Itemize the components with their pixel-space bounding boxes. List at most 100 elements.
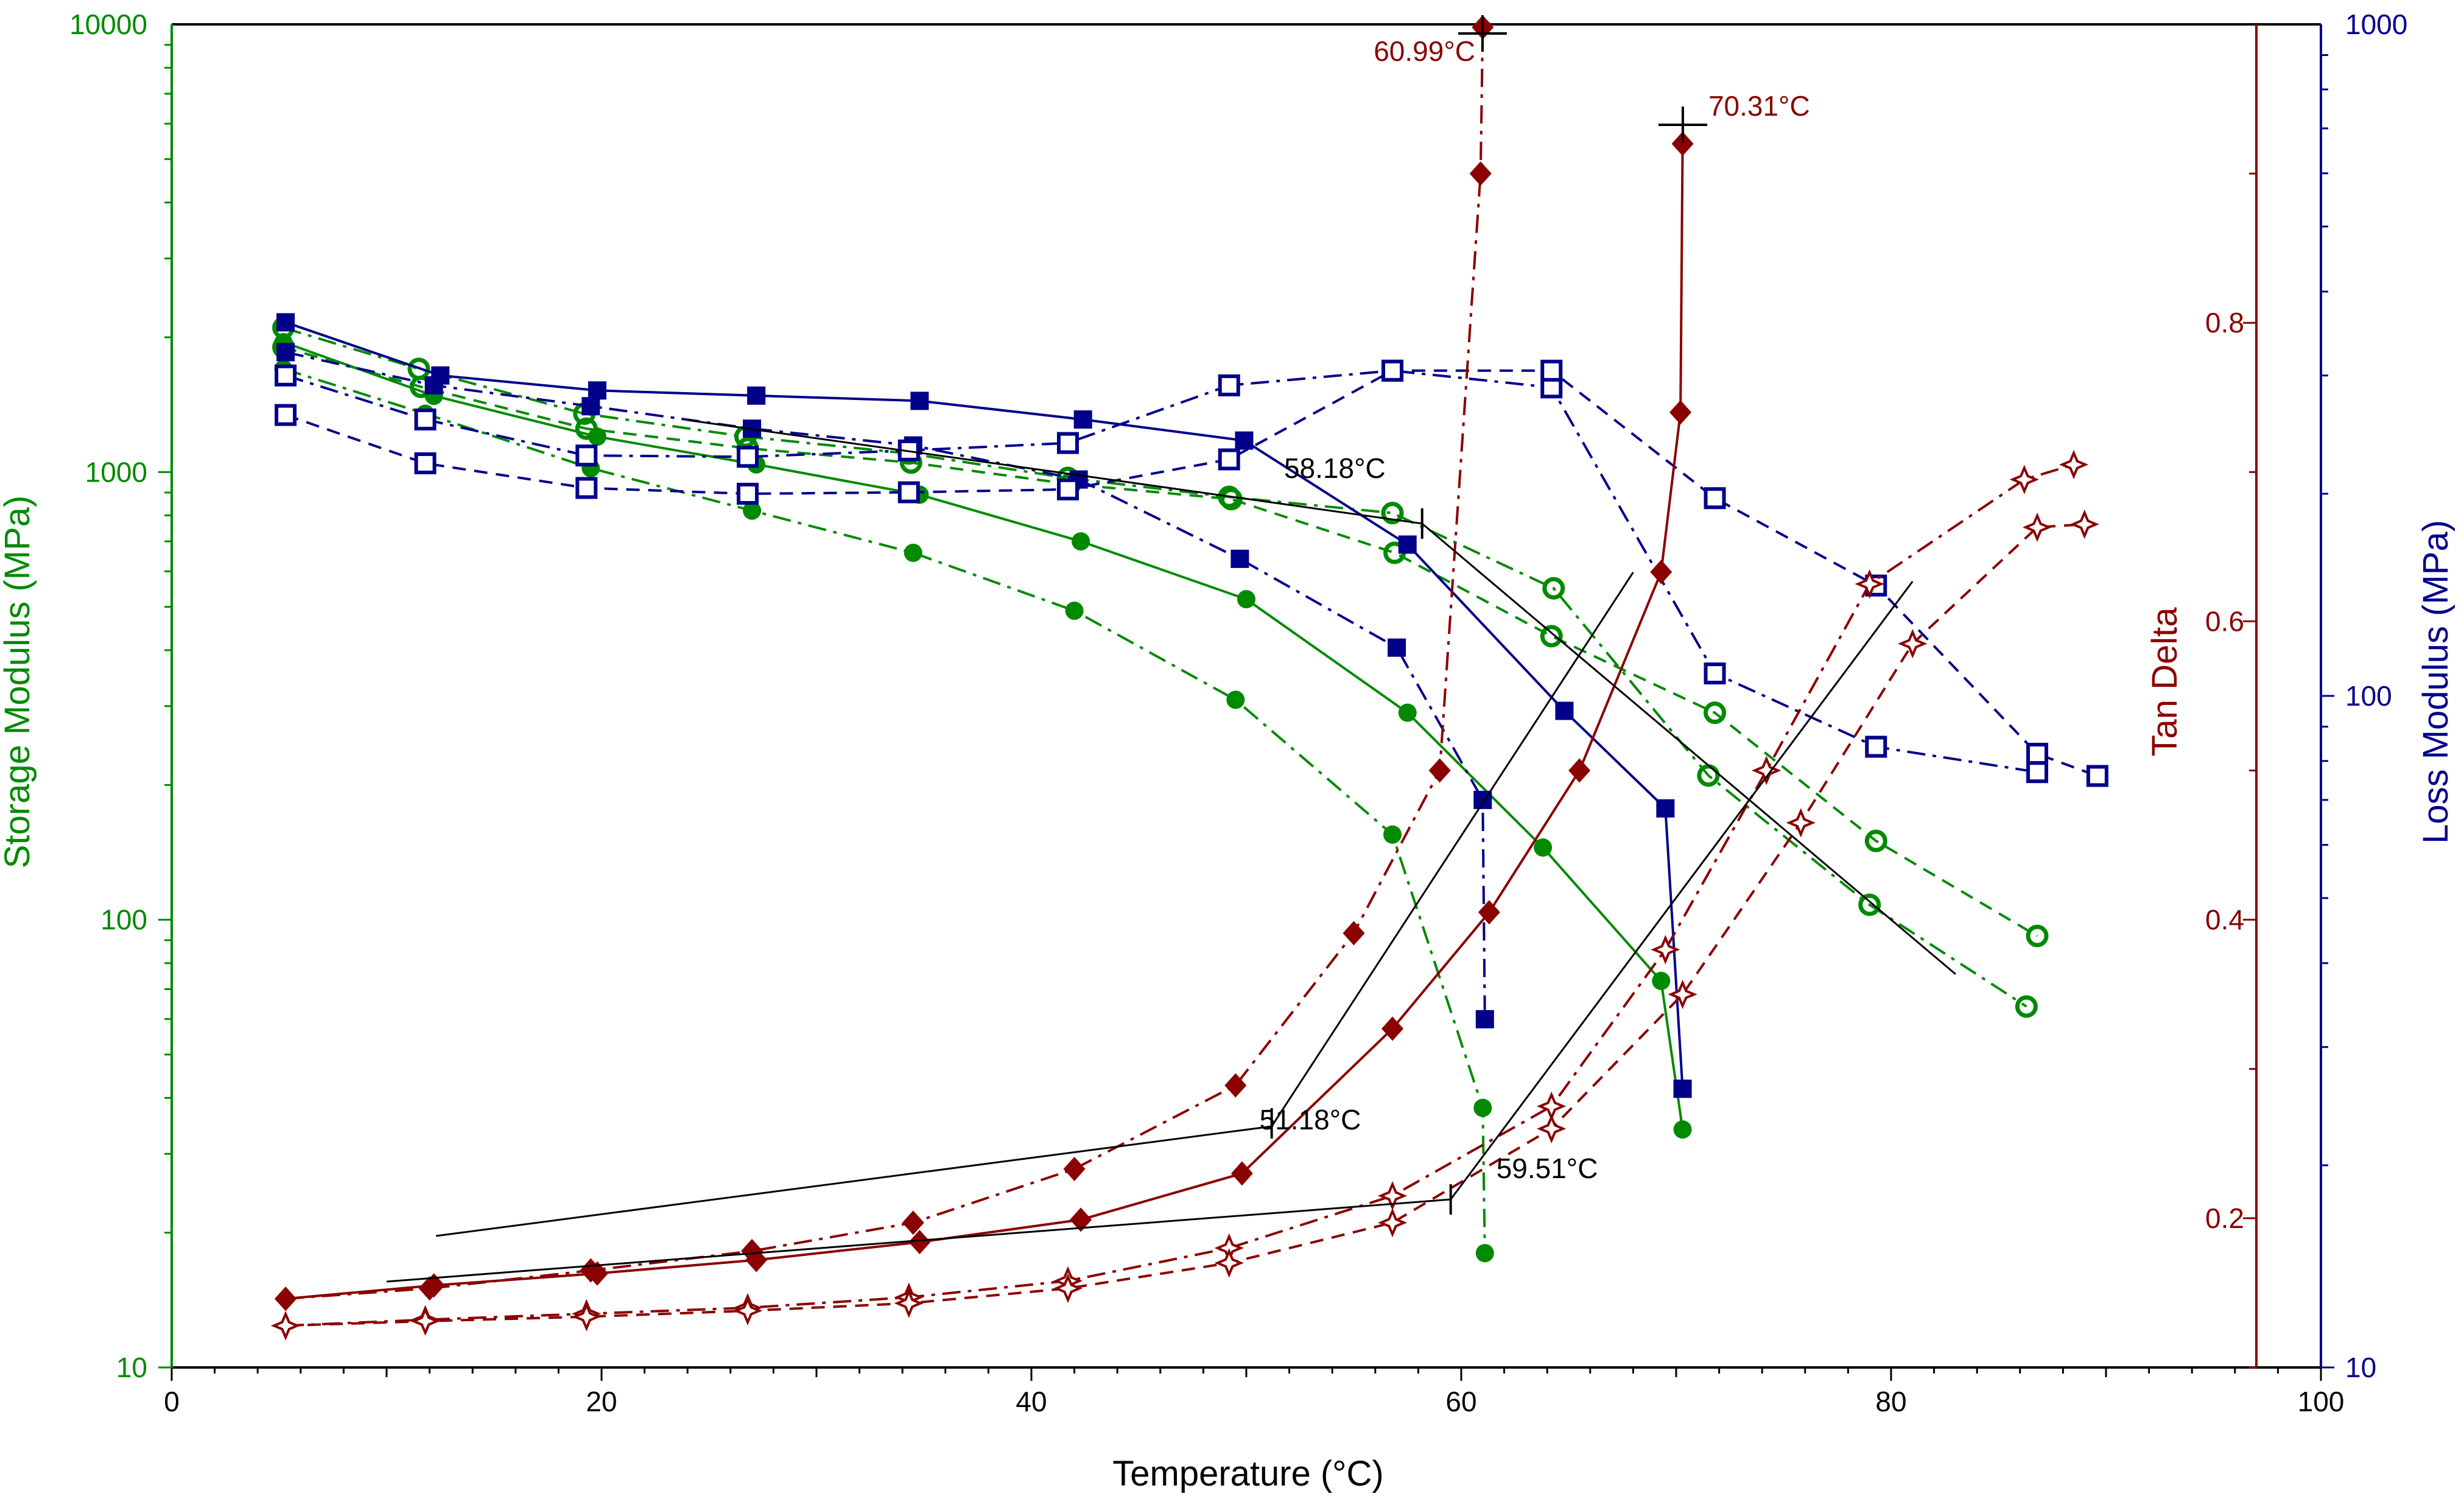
data-point: [737, 446, 759, 468]
data-point: [1650, 560, 1673, 584]
data-point: [1542, 577, 1565, 600]
series-line: [286, 523, 2085, 1327]
x-tick-label: 20: [586, 1386, 617, 1417]
series-storage-modulus-b: [274, 359, 1494, 1263]
onset-tangent-line: [1271, 572, 1634, 1127]
tan-delta-tick-label: 0.8: [2205, 307, 2244, 339]
data-point: [1398, 535, 1417, 554]
series-tan-delta-d: [270, 509, 2099, 1341]
annotation-label: 51.18°C: [1260, 1104, 1361, 1135]
data-point: [732, 1296, 763, 1325]
data-point: [2026, 924, 2049, 947]
data-point: [410, 1306, 440, 1336]
loss-modulus-tick-label: 100: [2345, 680, 2392, 712]
data-point: [275, 1286, 297, 1311]
data-point: [1053, 1273, 1083, 1304]
data-point: [1377, 1208, 1408, 1238]
data-point: [908, 1230, 931, 1255]
data-point: [1898, 629, 1928, 659]
data-point: [904, 544, 922, 563]
data-point: [2009, 465, 2039, 494]
data-point: [575, 477, 598, 499]
series-line: [283, 326, 2027, 1008]
data-point: [275, 404, 297, 426]
onset-tangent-line: [386, 1198, 1451, 1283]
data-point: [1473, 1098, 1492, 1117]
annotation-label: 70.31°C: [1708, 90, 1810, 122]
data-point: [2069, 509, 2099, 539]
axis-ticks: 0 20 40 60 80 100101001000100000.20.40.60.810…: [69, 9, 2407, 1417]
data-point: [1230, 1161, 1253, 1186]
data-point: [1388, 638, 1406, 657]
data-point: [2015, 995, 2038, 1018]
onset-tangent-line: [435, 1125, 1272, 1237]
data-point: [743, 501, 762, 520]
data-point: [747, 386, 766, 405]
data-point: [2026, 761, 2049, 784]
data-point: [1704, 487, 1726, 510]
data-point: [1230, 549, 1249, 568]
data-point: [1065, 602, 1084, 620]
series-loss-modulus-c: [275, 359, 2049, 784]
data-point: [1398, 703, 1417, 722]
data-point: [1469, 161, 1492, 186]
series-layer: [270, 15, 2108, 1341]
data-point: [1237, 590, 1255, 609]
tan-delta-tick-label: 0.4: [2205, 904, 2244, 936]
data-point: [910, 391, 929, 410]
x-tick-label: 80: [1875, 1386, 1906, 1417]
data-point: [1381, 359, 1404, 382]
data-point: [2086, 765, 2108, 787]
data-point: [1858, 893, 1881, 916]
data-point: [276, 343, 295, 362]
series-line: [285, 27, 1484, 1300]
data-point: [1652, 972, 1671, 991]
x-tick-label: 60: [1445, 1386, 1476, 1417]
data-point: [1475, 1244, 1494, 1263]
left-tick-label: 1000: [85, 456, 147, 488]
data-point: [1218, 448, 1240, 471]
data-point: [1537, 1114, 1567, 1143]
onset-tangent-line: [1421, 522, 1956, 975]
x-axis-title: Temperature (°C): [1112, 1454, 1383, 1493]
data-point: [1534, 838, 1553, 857]
data-point: [894, 1288, 924, 1318]
data-point: [2026, 743, 2049, 765]
data-point: [1656, 799, 1675, 818]
series-line: [285, 351, 1486, 1020]
tan-delta-tick-label: 0.6: [2205, 605, 2244, 637]
data-point: [270, 1311, 301, 1341]
data-point: [1671, 132, 1694, 156]
series-tan-delta-b: [275, 132, 1694, 1311]
annotation-layer: 60.99°C 70.31°C 58.18°C 51.18°C 59.51°C: [386, 15, 1956, 1283]
series-line: [285, 369, 2038, 774]
data-point: [276, 313, 295, 332]
data-point: [575, 444, 598, 467]
x-tick-label: 100: [2298, 1386, 2345, 1417]
onset-tangent-line: [687, 419, 1422, 525]
data-point: [1070, 1207, 1092, 1232]
data-point: [1668, 980, 1697, 1009]
data-point: [414, 452, 437, 474]
data-point: [1428, 758, 1451, 783]
left-tick-label: 10: [116, 1352, 147, 1383]
data-point: [1057, 432, 1079, 454]
data-point: [1669, 400, 1692, 425]
annotation-label: 58.18°C: [1284, 452, 1386, 484]
data-point: [1673, 1079, 1692, 1098]
data-point: [902, 1210, 924, 1235]
data-point: [1540, 625, 1563, 648]
data-point: [897, 481, 920, 504]
data-point: [1865, 735, 1887, 758]
left-tick-label: 10000: [69, 9, 147, 40]
data-point: [737, 482, 759, 505]
data-point: [1218, 374, 1240, 396]
data-point: [1555, 701, 1574, 720]
data-point: [1377, 1181, 1408, 1211]
data-point: [581, 397, 600, 416]
data-point: [1651, 935, 1680, 964]
onset-tangent-line: [1450, 581, 1914, 1200]
data-point: [1057, 478, 1079, 500]
data-point: [1540, 359, 1563, 382]
